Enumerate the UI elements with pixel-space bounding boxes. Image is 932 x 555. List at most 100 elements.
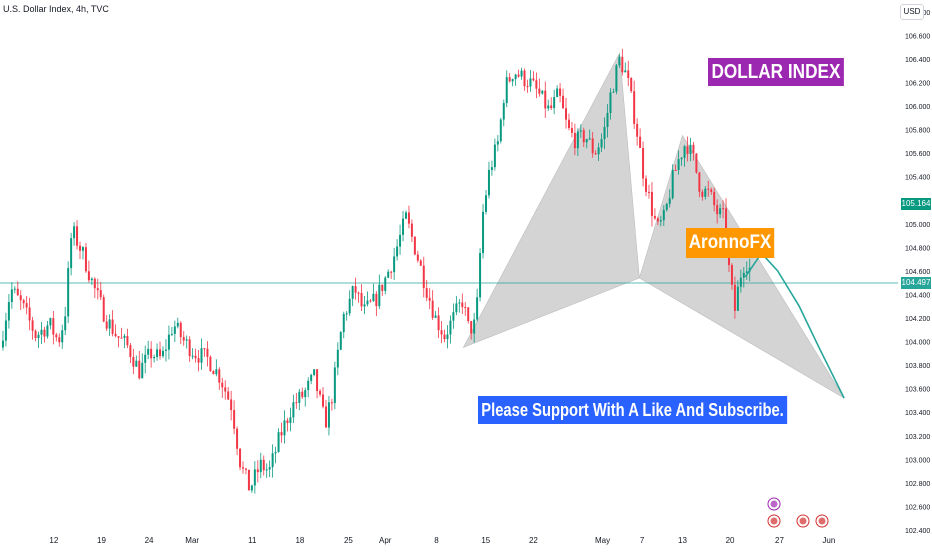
candle-body (256, 469, 259, 473)
candle-body (46, 325, 49, 337)
candle-body (99, 290, 102, 298)
candle-body (606, 112, 609, 127)
candle-body (55, 334, 58, 338)
candle-body (562, 95, 565, 109)
candle-body (659, 220, 662, 222)
candle-body (695, 153, 698, 173)
candle-body (310, 374, 313, 381)
candle-body (150, 348, 153, 359)
candle-body (90, 278, 93, 281)
candle-body (233, 410, 236, 429)
candle-body (301, 391, 304, 398)
candle-body (387, 271, 390, 278)
candle-body (265, 469, 268, 471)
candle-body (467, 307, 470, 322)
candle-body (434, 315, 437, 318)
x-tick-label: 24 (145, 536, 154, 545)
author-label: AronnoFX (686, 228, 775, 258)
candle-body (179, 322, 182, 338)
candle-body (84, 247, 87, 272)
candle-body (487, 169, 490, 196)
candle-body (508, 77, 511, 82)
candle-body (322, 394, 325, 407)
y-tick-label: 103.600 (905, 387, 930, 394)
event-icon-dot (799, 517, 807, 525)
candle-body (28, 307, 31, 321)
candle-body (680, 157, 683, 160)
y-tick-label: 105.600 (905, 151, 930, 158)
candle-body (120, 337, 123, 339)
candle-body (93, 278, 96, 289)
candle-body (529, 78, 532, 87)
x-tick-label: 12 (49, 536, 58, 545)
candle-body (4, 320, 7, 341)
candle-body (369, 300, 372, 302)
candle-body (215, 369, 218, 375)
candle-body (10, 289, 13, 303)
candle-body (692, 144, 695, 154)
candle-body (535, 80, 538, 89)
candle-body (360, 292, 363, 307)
candle-body (428, 297, 431, 301)
candle-body (239, 448, 242, 468)
candle-body (96, 288, 99, 291)
candle-body (719, 208, 722, 215)
candle-body (739, 277, 742, 287)
candle-body (413, 236, 416, 255)
candle-body (262, 459, 265, 471)
candle-body (153, 357, 156, 359)
candle-body (650, 191, 653, 216)
y-tick-label: 103.000 (905, 457, 930, 464)
candle-body (404, 212, 407, 219)
x-tick-label: 13 (678, 536, 687, 545)
candle-body (307, 380, 310, 391)
candle-body (280, 432, 283, 436)
candle-body (292, 402, 295, 418)
event-icon-dot (770, 517, 778, 525)
candle-body (197, 358, 200, 363)
candle-body (704, 188, 707, 197)
candle-body (144, 354, 147, 363)
candle-body (81, 247, 84, 251)
candle-body (621, 56, 624, 73)
candle-body (230, 399, 233, 411)
candle-body (173, 326, 176, 334)
candle-body (402, 218, 405, 235)
candle-body (313, 369, 316, 375)
y-tick-label: 105.000 (905, 222, 930, 229)
candle-body (135, 360, 138, 367)
y-tick-label: 102.600 (905, 504, 930, 511)
candle-body (277, 432, 280, 452)
candle-body (440, 330, 443, 335)
candle-body (698, 172, 701, 192)
currency-badge[interactable]: USD (900, 4, 924, 20)
candle-body (502, 103, 505, 120)
candle-body (259, 459, 262, 473)
candle-body (689, 144, 692, 154)
candle-body (449, 320, 452, 335)
candle-body (603, 126, 606, 140)
candle-body (363, 304, 366, 307)
candle-body (336, 349, 339, 368)
x-tick-label: 27 (775, 536, 784, 545)
support-banner: Please Support With A Like And Subscribe… (478, 396, 788, 424)
candle-body (730, 265, 733, 285)
candle-body (381, 284, 384, 291)
candle-body (141, 362, 144, 379)
candle-body (227, 391, 230, 400)
candle-body (600, 139, 603, 148)
candle-body (431, 300, 434, 318)
candle-body (7, 302, 10, 321)
candle-body (425, 288, 428, 298)
candle-body (345, 313, 348, 315)
candle-body (407, 212, 410, 224)
candle-body (304, 390, 307, 398)
candle-body (517, 74, 520, 77)
candle-body (565, 108, 568, 120)
candle-body (686, 146, 689, 154)
candle-body (102, 297, 105, 322)
candle-body (553, 97, 556, 109)
candle-body (164, 349, 167, 351)
